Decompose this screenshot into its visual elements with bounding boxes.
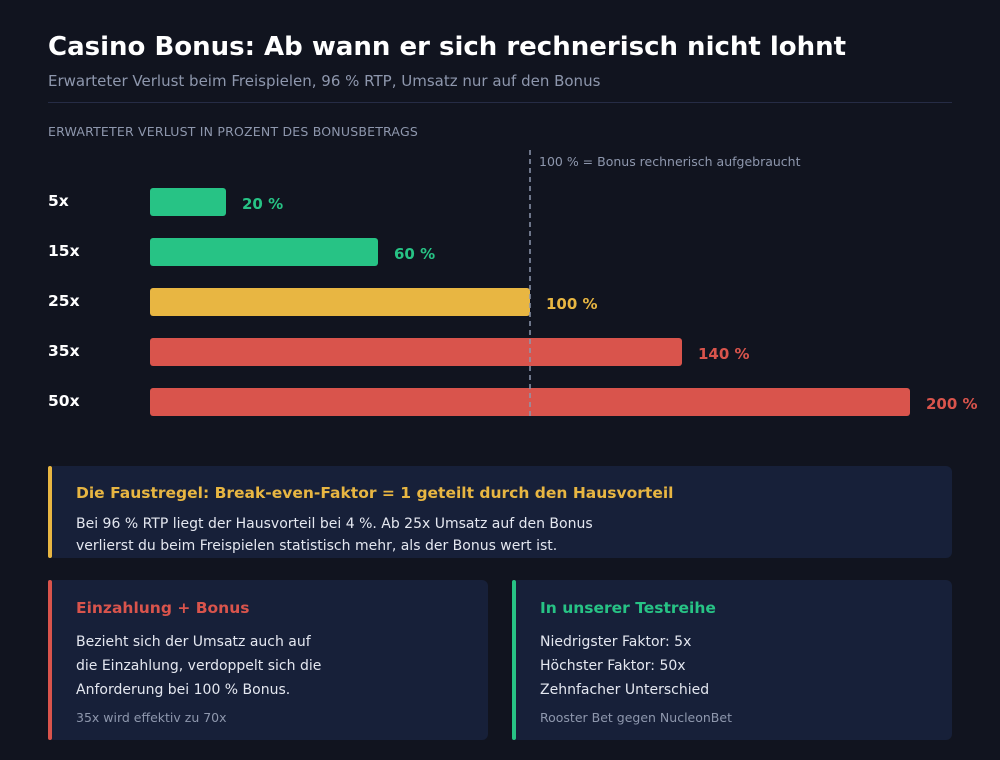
chart-section-label: ERWARTETER VERLUST IN PROZENT DES BONUSB… bbox=[48, 124, 418, 139]
category-label: 25x bbox=[48, 292, 80, 310]
bar bbox=[150, 338, 682, 366]
data-label: 60 % bbox=[394, 245, 435, 263]
card-line: Bezieht sich der Umsatz auch auf bbox=[76, 634, 311, 650]
rule-of-thumb-callout: Die Faustregel: Break-even-Faktor = 1 ge… bbox=[48, 466, 952, 558]
callout-text: Bei 96 % RTP liegt der Hausvorteil bei 4… bbox=[76, 513, 636, 557]
category-label: 50x bbox=[48, 392, 80, 410]
card-title: Einzahlung + Bonus bbox=[76, 599, 250, 617]
bar bbox=[150, 238, 378, 266]
data-label: 140 % bbox=[698, 345, 750, 363]
card-body: Niedrigster Faktor: 5x Höchster Faktor: … bbox=[540, 630, 709, 702]
header-divider bbox=[48, 102, 952, 103]
card-body: Bezieht sich der Umsatz auch auf die Ein… bbox=[76, 630, 321, 702]
data-label: 100 % bbox=[546, 295, 598, 313]
page-subtitle: Erwarteter Verlust beim Freispielen, 96 … bbox=[48, 72, 601, 90]
category-label: 5x bbox=[48, 192, 69, 210]
card-line: Niedrigster Faktor: 5x bbox=[540, 634, 692, 650]
loss-bar-chart: 5x 20 % 15x 60 % 25x 100 % 35x 140 % 50x 200 % 100… bbox=[48, 150, 978, 420]
category-label: 35x bbox=[48, 342, 80, 360]
reference-line-label: 100 % = Bonus rechnerisch aufgebraucht bbox=[539, 154, 801, 169]
data-label: 20 % bbox=[242, 195, 283, 213]
card-line: Anforderung bei 100 % Bonus. bbox=[76, 682, 291, 698]
data-label: 200 % bbox=[926, 395, 978, 413]
callout-title: Die Faustregel: Break-even-Faktor = 1 ge… bbox=[76, 484, 674, 502]
card-line: die Einzahlung, verdoppelt sich die bbox=[76, 658, 322, 674]
bar bbox=[150, 288, 530, 316]
deposit-bonus-card: Einzahlung + Bonus Bezieht sich der Umsa… bbox=[48, 580, 488, 740]
card-line: Zehnfacher Unterschied bbox=[540, 682, 710, 698]
bar bbox=[150, 188, 226, 216]
callout-line: Bei 96 % RTP liegt der Hausvorteil bei 4… bbox=[76, 516, 593, 532]
card-footnote: Rooster Bet gegen NucleonBet bbox=[540, 710, 732, 725]
card-accent-bar bbox=[512, 580, 516, 740]
card-line: Höchster Faktor: 50x bbox=[540, 658, 686, 674]
card-footnote: 35x wird effektiv zu 70x bbox=[76, 710, 227, 725]
category-label: 15x bbox=[48, 242, 80, 260]
callout-accent-bar bbox=[48, 466, 52, 558]
test-series-card: In unserer Testreihe Niedrigster Faktor:… bbox=[512, 580, 952, 740]
card-accent-bar bbox=[48, 580, 52, 740]
card-title: In unserer Testreihe bbox=[540, 599, 716, 617]
page-title: Casino Bonus: Ab wann er sich rechnerisc… bbox=[48, 32, 847, 62]
callout-line: verlierst du beim Freispielen statistisc… bbox=[76, 538, 558, 554]
